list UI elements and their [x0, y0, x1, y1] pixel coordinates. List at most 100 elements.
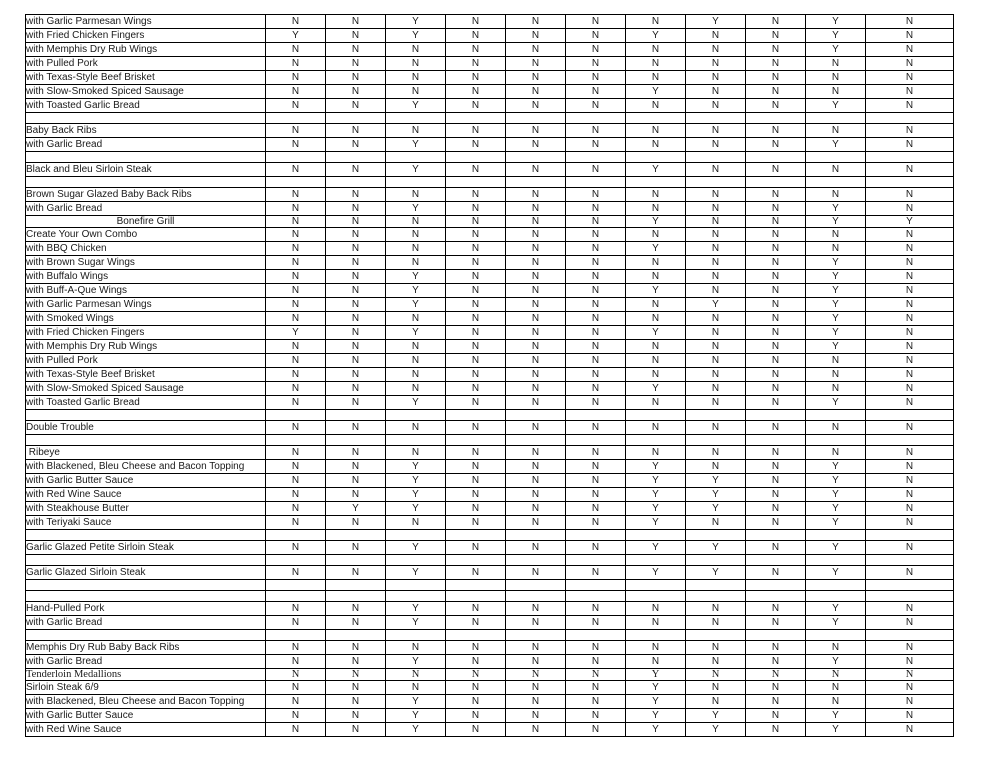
allergen-flag-cell: N	[325, 459, 386, 474]
allergen-flag-cell: N	[805, 241, 866, 256]
allergen-flag-cell: Y	[385, 28, 446, 43]
empty-value-cell	[805, 629, 866, 641]
allergen-flag-cell: N	[565, 353, 626, 368]
allergen-flag-cell: N	[445, 640, 506, 655]
empty-value-cell	[445, 176, 506, 188]
allergen-flag-cell: N	[445, 565, 506, 580]
allergen-flag-cell: Y	[685, 473, 746, 488]
allergen-flag-cell: N	[325, 187, 386, 202]
allergen-flag-cell: N	[445, 395, 506, 410]
allergen-flag-cell: N	[265, 162, 326, 177]
empty-value-cell	[685, 151, 746, 163]
allergen-flag-cell: Y	[385, 654, 446, 669]
menu-item-name-cell: with Memphis Dry Rub Wings	[25, 42, 266, 57]
allergen-flag-cell: N	[625, 339, 686, 354]
menu-item-name-cell: Garlic Glazed Petite Sirloin Steak	[25, 540, 266, 555]
empty-value-cell	[745, 434, 806, 446]
allergen-flag-cell: N	[745, 297, 806, 312]
allergen-flag-cell: N	[865, 601, 954, 616]
menu-item-name-cell: with Fried Chicken Fingers	[25, 325, 266, 340]
allergen-flag-cell: N	[265, 640, 326, 655]
table-row: Baby Back Ribs N N N N N N N N N N N	[25, 123, 954, 138]
spacer-row	[25, 151, 954, 163]
allergen-flag-cell: N	[385, 668, 446, 681]
allergen-flag-cell: N	[685, 325, 746, 340]
empty-value-cell	[745, 176, 806, 188]
allergen-flag-cell: N	[325, 445, 386, 460]
allergen-flag-cell: N	[625, 311, 686, 326]
allergen-flag-cell: N	[685, 395, 746, 410]
allergen-flag-cell: N	[505, 381, 566, 396]
table-row: with Garlic Bread N N Y N N N N N N Y N	[25, 201, 954, 216]
allergen-flag-cell: N	[565, 694, 626, 709]
allergen-flag-cell: N	[865, 395, 954, 410]
table-row: with BBQ Chicken N N N N N N Y N N N N	[25, 241, 954, 256]
allergen-flag-cell: N	[265, 654, 326, 669]
allergen-flag-cell: N	[865, 201, 954, 216]
allergen-flag-cell: N	[445, 654, 506, 669]
empty-value-cell	[445, 112, 506, 124]
empty-name-cell	[25, 579, 266, 591]
table-row: with Teriyaki Sauce N N N N N N Y N N Y N	[25, 515, 954, 530]
allergen-flag-cell: N	[865, 515, 954, 530]
allergen-flag-cell: Y	[685, 565, 746, 580]
allergen-flag-cell: N	[505, 640, 566, 655]
menu-item-name-cell: Memphis Dry Rub Baby Back Ribs	[25, 640, 266, 655]
allergen-flag-cell: N	[565, 459, 626, 474]
table-row: with Garlic Parmesan Wings N N Y N N N N Y N Y N	[25, 14, 954, 29]
allergen-flag-cell: N	[325, 565, 386, 580]
allergen-flag-cell: N	[505, 654, 566, 669]
empty-value-cell	[265, 434, 326, 446]
allergen-flag-cell: N	[745, 680, 806, 695]
allergen-flag-cell: Y	[685, 297, 746, 312]
allergen-flag-cell: N	[385, 241, 446, 256]
empty-name-cell	[25, 629, 266, 641]
allergen-flag-cell: N	[325, 311, 386, 326]
allergen-flag-cell: N	[865, 339, 954, 354]
allergen-flag-cell: N	[445, 515, 506, 530]
allergen-flag-cell: N	[565, 297, 626, 312]
allergen-flag-cell: N	[745, 42, 806, 57]
allergen-flag-cell: Y	[385, 325, 446, 340]
empty-value-cell	[565, 112, 626, 124]
allergen-flag-cell: Y	[385, 487, 446, 502]
allergen-flag-cell: Y	[805, 137, 866, 152]
table-row: with Slow-Smoked Spiced Sausage N N N N N N Y N N…	[25, 84, 954, 99]
allergen-flag-cell: N	[505, 201, 566, 216]
table-row: with Garlic Bread N N Y N N N N N N Y N	[25, 654, 954, 669]
allergen-flag-cell: N	[865, 187, 954, 202]
allergen-flag-cell: Y	[685, 708, 746, 723]
table-row: Garlic Glazed Sirloin Steak N N Y N N N Y Y N Y N	[25, 565, 954, 580]
allergen-flag-cell: N	[445, 283, 506, 298]
allergen-flag-cell: N	[745, 601, 806, 616]
allergen-flag-cell: N	[505, 501, 566, 516]
allergen-flag-cell: Y	[805, 515, 866, 530]
allergen-flag-cell: N	[625, 14, 686, 29]
allergen-flag-cell: Y	[265, 28, 326, 43]
allergen-flag-cell: Y	[625, 501, 686, 516]
empty-value-cell	[685, 112, 746, 124]
allergen-flag-cell: Y	[805, 601, 866, 616]
allergen-flag-cell: Y	[805, 201, 866, 216]
allergen-flag-cell: N	[265, 269, 326, 284]
allergen-flag-cell: N	[505, 601, 566, 616]
table-row: with Garlic Parmesan Wings N N Y N N N N Y N Y N	[25, 297, 954, 312]
allergen-flag-cell: Y	[385, 137, 446, 152]
allergen-flag-cell: Y	[325, 501, 386, 516]
allergen-flag-cell: Y	[805, 269, 866, 284]
empty-value-cell	[265, 151, 326, 163]
empty-value-cell	[385, 629, 446, 641]
allergen-flag-cell: N	[445, 241, 506, 256]
allergen-flag-cell: N	[865, 70, 954, 85]
allergen-flag-cell: N	[625, 201, 686, 216]
menu-item-name-cell: Double Trouble	[25, 420, 266, 435]
allergen-flag-cell: N	[685, 255, 746, 270]
allergen-flag-cell: N	[865, 269, 954, 284]
allergen-flag-cell: N	[685, 162, 746, 177]
allergen-flag-cell: N	[625, 56, 686, 71]
empty-value-cell	[385, 409, 446, 421]
allergen-flag-cell: N	[265, 381, 326, 396]
allergen-flag-cell: N	[865, 459, 954, 474]
menu-item-name-cell: with Blackened, Bleu Cheese and Bacon To…	[25, 694, 266, 709]
menu-item-name-cell: with Buff-A-Que Wings	[25, 283, 266, 298]
